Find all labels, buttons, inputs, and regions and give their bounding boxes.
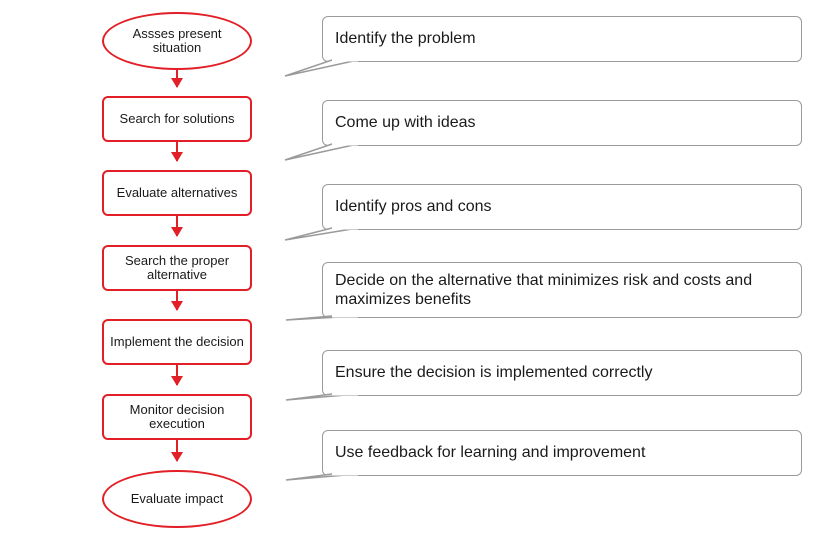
arrow-down-icon — [176, 70, 179, 87]
step-s7: Evaluate impact — [102, 470, 252, 528]
step-s6: Monitor decision execution — [102, 394, 252, 440]
callout-text: Ensure the decision is implemented corre… — [335, 363, 652, 382]
arrow-down-icon — [176, 216, 179, 236]
step-label: Search the proper alternative — [110, 254, 244, 283]
callout-tail-icon — [285, 315, 359, 321]
callout-tail-icon — [285, 393, 359, 401]
callout-c6: Use feedback for learning and improvemen… — [322, 430, 802, 476]
callout-tail-icon — [284, 143, 359, 161]
arrow-down-icon — [176, 365, 179, 385]
callout-text: Identify the problem — [335, 29, 476, 48]
callout-c3: Identify pros and cons — [322, 184, 802, 230]
step-s2: Search for solutions — [102, 96, 252, 142]
callout-c1: Identify the problem — [322, 16, 802, 62]
step-s4: Search the proper alternative — [102, 245, 252, 291]
callout-tail-icon — [284, 59, 359, 77]
callout-tail-icon — [285, 473, 359, 481]
arrow-down-icon — [176, 142, 179, 161]
callout-c5: Ensure the decision is implemented corre… — [322, 350, 802, 396]
step-s1: Assses present situation — [102, 12, 252, 70]
step-label: Evaluate alternatives — [117, 186, 238, 200]
step-s5: Implement the decision — [102, 319, 252, 365]
callout-text: Decide on the alternative that minimizes… — [335, 271, 789, 309]
step-label: Evaluate impact — [131, 492, 224, 506]
step-label: Search for solutions — [120, 112, 235, 126]
step-label: Monitor decision execution — [110, 403, 244, 432]
callout-tail-icon — [284, 227, 359, 241]
callout-c2: Come up with ideas — [322, 100, 802, 146]
callout-text: Identify pros and cons — [335, 197, 492, 216]
step-label: Assses present situation — [110, 27, 244, 56]
step-label: Implement the decision — [110, 335, 244, 349]
step-s3: Evaluate alternatives — [102, 170, 252, 216]
callout-c4: Decide on the alternative that minimizes… — [322, 262, 802, 318]
callout-text: Come up with ideas — [335, 113, 476, 132]
arrow-down-icon — [176, 440, 179, 461]
arrow-down-icon — [176, 291, 179, 310]
callout-text: Use feedback for learning and improvemen… — [335, 443, 645, 462]
